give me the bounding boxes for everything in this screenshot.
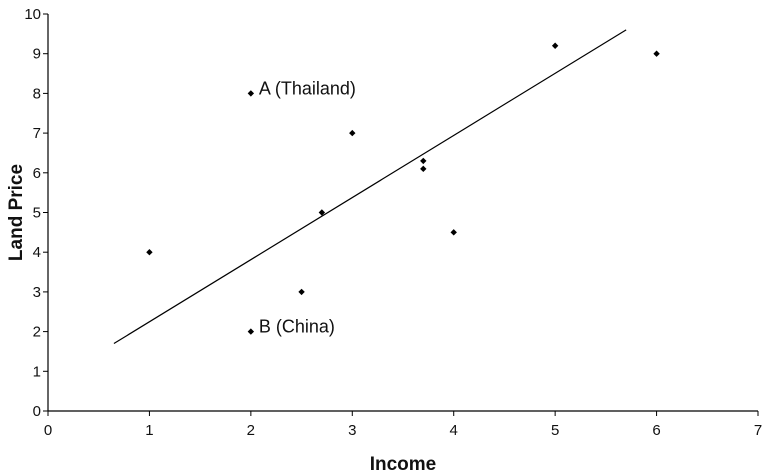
trendline-group [113, 29, 627, 345]
y-tick-label: 9 [33, 46, 41, 63]
trendline [113, 29, 627, 345]
y-tick-label: 10 [24, 6, 41, 23]
data-point [551, 42, 559, 49]
y-axis-title: Land Price [6, 164, 27, 261]
y-tick-label: 2 [33, 324, 41, 341]
x-tick-label: 3 [348, 422, 356, 439]
data-point [420, 157, 427, 165]
y-tick-label: 3 [33, 284, 41, 301]
y-tick-label: 0 [33, 403, 41, 420]
data-point [349, 129, 356, 137]
data-points [146, 42, 660, 335]
y-tick-label: 6 [33, 165, 41, 182]
x-tick-label: 0 [44, 422, 52, 439]
y-tick-label: 7 [33, 125, 41, 142]
y-tick-label: 4 [33, 244, 41, 261]
x-tick-label: 5 [551, 422, 559, 439]
x-tick-label: 6 [652, 422, 660, 439]
data-point [247, 90, 255, 97]
annotation-label: A (Thailand) [259, 78, 356, 98]
data-point [653, 50, 660, 57]
y-tick-label: 8 [33, 85, 41, 102]
annotations: A (Thailand) B (China) [259, 78, 356, 336]
data-point [146, 249, 153, 256]
data-point [247, 328, 255, 335]
x-axis-title: Income [370, 454, 437, 474]
x-tick-label: 4 [450, 422, 458, 439]
data-point [318, 209, 326, 216]
data-point [420, 165, 427, 173]
data-point [450, 229, 457, 236]
data-point [298, 288, 305, 296]
annotation-label: B (China) [259, 317, 335, 337]
y-tick-label: 1 [33, 363, 41, 380]
x-tick-label: 7 [754, 422, 762, 439]
axis-ticks: 0 1 2 3 4 5 6 7 0 1 2 3 4 5 6 7 8 9 10 [24, 6, 762, 439]
x-tick-label: 2 [247, 422, 255, 439]
y-tick-label: 5 [33, 205, 41, 222]
axes [47, 14, 758, 412]
x-tick-label: 1 [145, 422, 153, 439]
